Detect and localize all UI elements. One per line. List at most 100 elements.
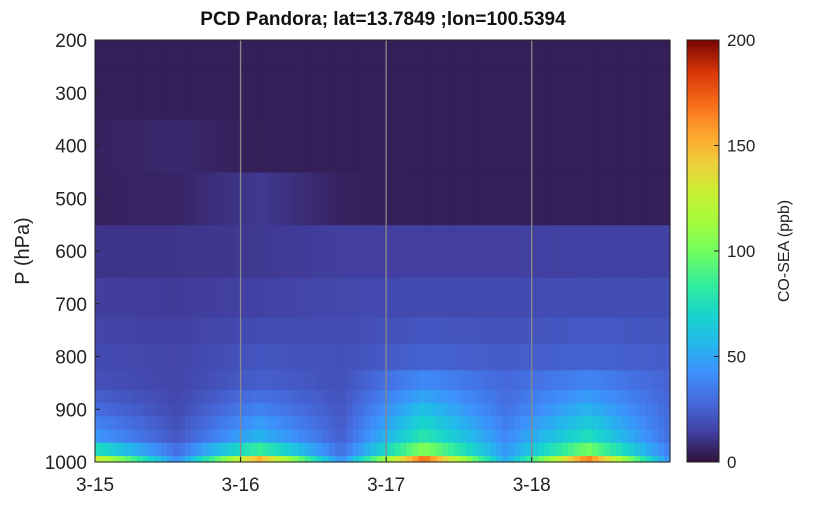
- heatmap-cell: [196, 369, 204, 391]
- heatmap-cell: [256, 277, 264, 318]
- heatmap-cell: [214, 402, 222, 417]
- heatmap-cell: [310, 442, 318, 457]
- heatmap-cell: [610, 119, 617, 173]
- heatmap-cell: [358, 119, 366, 173]
- heatmap-cell: [412, 415, 420, 430]
- heatmap-cell: [574, 119, 581, 173]
- heatmap-cell: [538, 119, 545, 173]
- heatmap-cell: [490, 415, 497, 430]
- heatmap-cell: [646, 277, 653, 318]
- heatmap-cell: [544, 277, 551, 318]
- heatmap-cell: [526, 402, 533, 417]
- heatmap-cell: [466, 119, 473, 173]
- heatmap-cell: [118, 402, 126, 417]
- heatmap-cell: [442, 343, 449, 371]
- heatmap-cell: [160, 171, 168, 226]
- heatmap-cell: [646, 316, 653, 344]
- heatmap-cell: [250, 66, 258, 120]
- heatmap-cell: [340, 224, 348, 278]
- heatmap-cell: [148, 415, 156, 430]
- heatmap-cell: [244, 171, 252, 226]
- heatmap-cell: [286, 171, 294, 226]
- heatmap-cell: [286, 402, 294, 417]
- heatmap-cell: [202, 277, 210, 318]
- heatmap-cell: [586, 343, 593, 371]
- heatmap-cell: [412, 402, 420, 417]
- heatmap-cell: [220, 224, 228, 278]
- heatmap-cell: [448, 442, 455, 457]
- heatmap-cell: [160, 429, 168, 443]
- heatmap-cell: [172, 402, 180, 417]
- heatmap-cell: [310, 343, 318, 371]
- heatmap-cell: [364, 224, 372, 278]
- heatmap-cell: [556, 442, 563, 457]
- heatmap-cell: [490, 171, 497, 226]
- heatmap-cell: [586, 277, 593, 318]
- heatmap-cell: [502, 171, 509, 226]
- heatmap-cell: [574, 369, 581, 391]
- heatmap-cell: [358, 369, 366, 391]
- heatmap-cell: [526, 119, 533, 173]
- heatmap-cell: [250, 119, 258, 173]
- heatmap-cell: [100, 171, 108, 226]
- heatmap-cell: [106, 40, 114, 67]
- heatmap-cell: [628, 369, 635, 391]
- heatmap-cell: [412, 171, 420, 226]
- heatmap-cell: [640, 40, 647, 67]
- heatmap-cell: [304, 119, 312, 173]
- heatmap-cell: [112, 277, 120, 318]
- heatmap-cell: [418, 316, 426, 344]
- heatmap-cell: [442, 415, 449, 430]
- heatmap-cell: [616, 343, 623, 371]
- heatmap-cell: [658, 171, 665, 226]
- heatmap-cell: [154, 343, 162, 371]
- heatmap-cell: [532, 40, 539, 67]
- heatmap-cell: [346, 316, 354, 344]
- heatmap-cell: [304, 66, 312, 120]
- heatmap-cell: [616, 415, 623, 430]
- heatmap-cell: [658, 455, 665, 463]
- heatmap-cell: [292, 224, 300, 278]
- heatmap-cell: [394, 343, 402, 371]
- heatmap-cell: [622, 402, 629, 417]
- heatmap-cell: [598, 389, 605, 404]
- heatmap-cell: [286, 66, 294, 120]
- heatmap-cell: [340, 442, 348, 457]
- heatmap-cell: [172, 316, 180, 344]
- heatmap-cell: [148, 402, 156, 417]
- heatmap-cell: [514, 429, 521, 443]
- heatmap-cell: [95, 455, 102, 463]
- heatmap-cell: [136, 402, 144, 417]
- colorbar: [686, 39, 720, 463]
- heatmap-cell: [196, 442, 204, 457]
- heatmap-cell: [550, 389, 557, 404]
- heatmap-cell: [424, 455, 432, 463]
- heatmap-cell: [124, 171, 132, 226]
- y-tick-label: 500: [55, 189, 87, 210]
- heatmap-cell: [154, 171, 162, 226]
- heatmap-cell: [460, 415, 467, 430]
- heatmap-cell: [466, 442, 473, 457]
- heatmap-cell: [472, 429, 479, 443]
- heatmap-cell: [586, 429, 593, 443]
- heatmap-cell: [400, 343, 408, 371]
- heatmap-cell: [388, 66, 396, 120]
- heatmap-cell: [634, 402, 641, 417]
- heatmap-cell: [184, 224, 192, 278]
- heatmap-cell: [592, 369, 599, 391]
- heatmap-cell: [190, 277, 198, 318]
- heatmap-cell: [562, 224, 569, 278]
- heatmap-cell: [280, 429, 288, 443]
- heatmap-cell: [358, 429, 366, 443]
- heatmap-cell: [562, 316, 569, 344]
- heatmap-cell: [226, 316, 234, 344]
- heatmap-cell: [226, 40, 234, 67]
- heatmap-cell: [538, 389, 545, 404]
- heatmap-cell: [538, 277, 545, 318]
- heatmap-cell: [442, 171, 449, 226]
- heatmap-cell: [454, 429, 461, 443]
- heatmap-cell: [544, 171, 551, 226]
- heatmap-cell: [502, 402, 509, 417]
- heatmap-cell: [286, 369, 294, 391]
- heatmap-cell: [226, 429, 234, 443]
